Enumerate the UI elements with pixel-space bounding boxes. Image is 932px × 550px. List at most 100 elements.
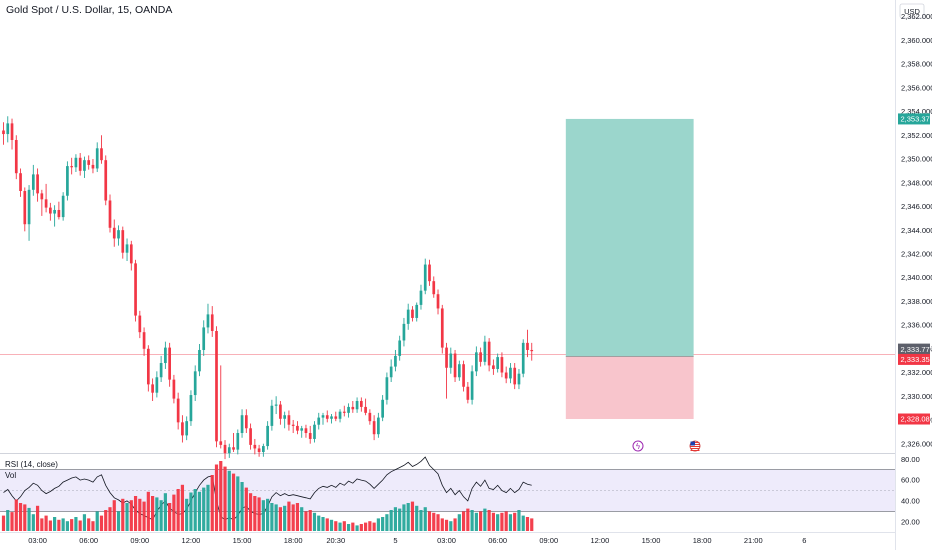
currency-button[interactable]: USD <box>899 3 925 19</box>
candle[interactable] <box>500 352 504 378</box>
candle[interactable] <box>121 226 125 259</box>
candle[interactable] <box>496 353 500 373</box>
candle[interactable] <box>308 425 312 444</box>
candle[interactable] <box>457 360 461 381</box>
candle[interactable] <box>202 320 206 356</box>
candle[interactable] <box>475 346 478 377</box>
candle[interactable] <box>168 342 171 387</box>
candle[interactable] <box>198 344 201 377</box>
candle[interactable] <box>445 342 448 399</box>
candle[interactable] <box>492 359 495 375</box>
candle[interactable] <box>138 310 142 339</box>
candle[interactable] <box>262 443 265 457</box>
candle[interactable] <box>49 202 52 221</box>
candle[interactable] <box>449 347 453 374</box>
candle[interactable] <box>389 359 393 383</box>
candle[interactable] <box>23 187 27 232</box>
candle[interactable] <box>530 342 534 361</box>
candle[interactable] <box>321 412 325 425</box>
candle[interactable] <box>2 122 5 145</box>
candle[interactable] <box>83 156 86 178</box>
candle[interactable] <box>466 382 470 404</box>
candle[interactable] <box>189 390 193 426</box>
candle[interactable] <box>14 135 18 180</box>
candle[interactable] <box>504 366 508 384</box>
candle[interactable] <box>517 368 521 390</box>
candle[interactable] <box>125 238 129 261</box>
candle[interactable] <box>347 403 350 418</box>
candle[interactable] <box>334 411 338 422</box>
candle[interactable] <box>6 116 10 143</box>
candle[interactable] <box>453 349 457 383</box>
candle[interactable] <box>470 365 474 405</box>
candle[interactable] <box>215 326 218 448</box>
candle[interactable] <box>330 414 333 424</box>
candle[interactable] <box>181 415 184 443</box>
candle[interactable] <box>279 400 282 425</box>
candle[interactable] <box>487 338 491 372</box>
candle[interactable] <box>155 371 159 398</box>
candle[interactable] <box>364 398 367 416</box>
candle[interactable] <box>394 349 397 372</box>
time-axis[interactable]: 03:00 06:00 09:00 12:00 15:00 18:00 20:30 5 03:0… <box>28 536 806 545</box>
candle[interactable] <box>100 135 103 164</box>
candle[interactable] <box>266 421 269 450</box>
candle[interactable] <box>40 189 44 216</box>
candle[interactable] <box>432 276 436 298</box>
candle[interactable] <box>219 365 223 449</box>
candle[interactable] <box>236 429 240 455</box>
candle[interactable] <box>509 363 512 384</box>
candle[interactable] <box>436 289 440 315</box>
candle[interactable] <box>423 258 427 295</box>
candle[interactable] <box>164 341 167 369</box>
long-position-tool[interactable] <box>565 118 694 420</box>
candle[interactable] <box>304 424 308 438</box>
candle[interactable] <box>253 438 257 455</box>
candle[interactable] <box>291 419 295 434</box>
candle[interactable] <box>151 378 154 401</box>
candle[interactable] <box>223 440 227 460</box>
candle[interactable] <box>270 399 274 431</box>
candle[interactable] <box>104 155 108 206</box>
candle[interactable] <box>462 360 465 392</box>
candle[interactable] <box>142 327 146 356</box>
symbol-title[interactable]: Gold Spot / U.S. Dollar, 15, OANDA <box>6 4 173 16</box>
candle[interactable] <box>19 168 22 197</box>
candle[interactable] <box>91 158 95 174</box>
candle[interactable] <box>428 259 431 286</box>
candle[interactable] <box>398 335 402 361</box>
candle[interactable] <box>338 409 342 423</box>
candle[interactable] <box>368 409 372 425</box>
candle[interactable] <box>287 410 291 431</box>
loss-zone[interactable] <box>565 356 694 420</box>
candle[interactable] <box>210 306 214 337</box>
candle[interactable] <box>381 395 384 422</box>
candle[interactable] <box>526 329 529 358</box>
candle[interactable] <box>411 306 414 322</box>
candle[interactable] <box>359 397 363 412</box>
candle[interactable] <box>317 412 321 430</box>
candle[interactable] <box>146 345 150 392</box>
candle[interactable] <box>78 153 82 176</box>
candle[interactable] <box>325 410 329 423</box>
candle[interactable] <box>117 225 120 246</box>
candle[interactable] <box>521 339 525 378</box>
candle[interactable] <box>129 240 133 271</box>
candle[interactable] <box>66 161 69 201</box>
candle[interactable] <box>10 118 14 150</box>
candle[interactable] <box>257 444 261 457</box>
candle[interactable] <box>296 421 299 435</box>
candle[interactable] <box>377 412 380 438</box>
candle[interactable] <box>112 219 116 247</box>
candle[interactable] <box>440 304 444 354</box>
candle[interactable] <box>313 421 316 443</box>
candle[interactable] <box>36 168 39 202</box>
candle[interactable] <box>283 411 287 429</box>
candle[interactable] <box>274 396 278 415</box>
candle[interactable] <box>227 443 231 458</box>
candle[interactable] <box>70 157 74 175</box>
candle[interactable] <box>419 284 423 310</box>
candle[interactable] <box>108 194 112 233</box>
